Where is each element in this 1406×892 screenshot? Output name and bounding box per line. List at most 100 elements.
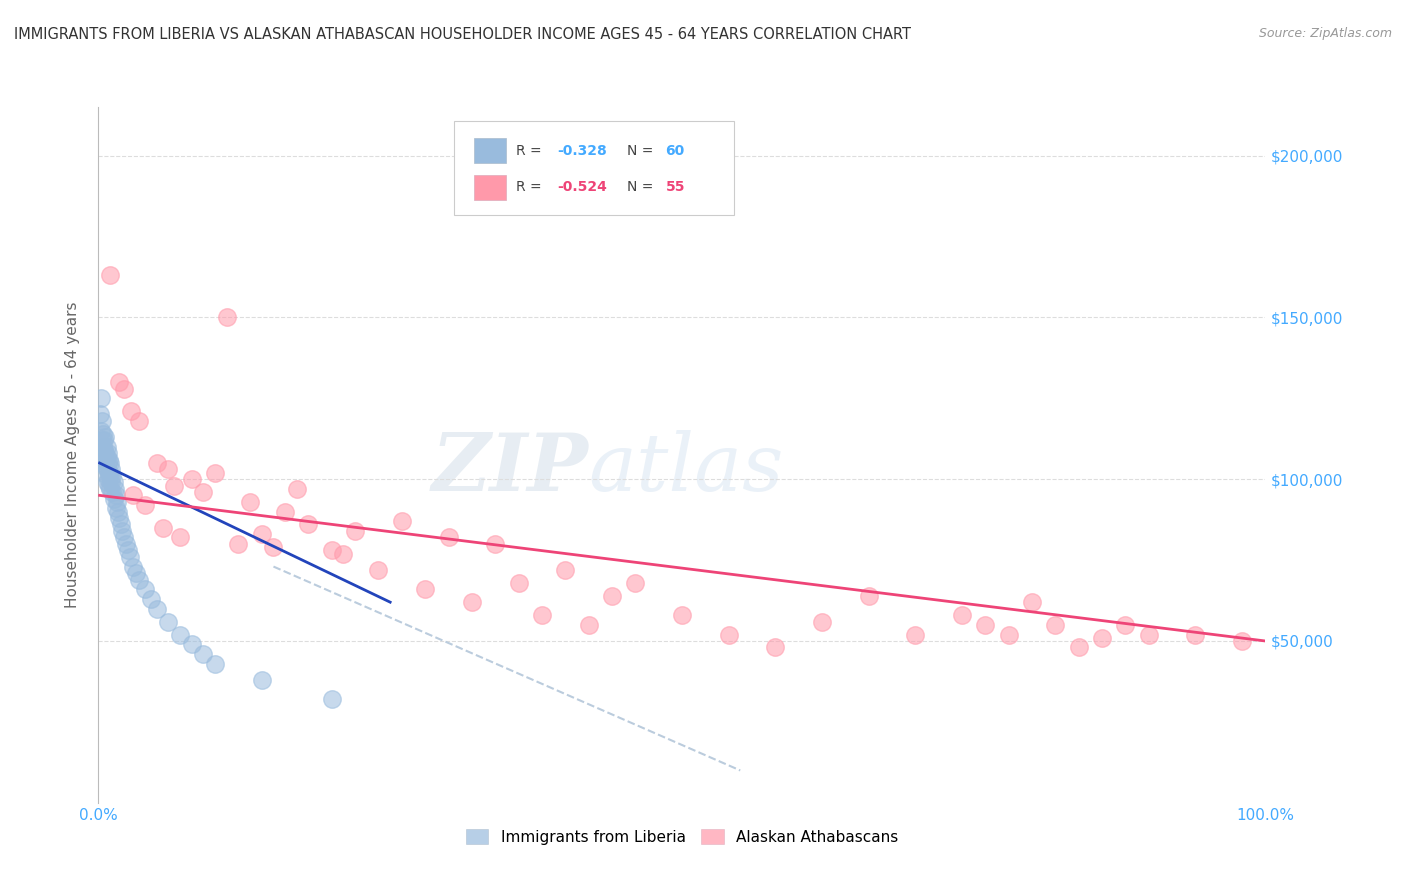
Point	[437, 531, 460, 545]
Point	[1230, 634, 1253, 648]
Point	[146, 456, 169, 470]
Text: Source: ZipAtlas.com: Source: ZipAtlas.com	[1258, 27, 1392, 40]
Point	[250, 527, 273, 541]
Point	[332, 547, 354, 561]
Point	[98, 268, 121, 283]
FancyBboxPatch shape	[454, 121, 734, 215]
Point	[1184, 627, 1206, 641]
Text: R =: R =	[516, 144, 546, 158]
Point	[90, 414, 112, 428]
Point	[117, 543, 139, 558]
Point	[115, 537, 138, 551]
Point	[811, 615, 834, 629]
Point	[91, 426, 114, 441]
Point	[858, 589, 880, 603]
Point	[90, 424, 112, 438]
Text: atlas: atlas	[589, 430, 785, 508]
Point	[108, 511, 131, 525]
Point	[107, 504, 129, 518]
Point	[103, 491, 125, 506]
Point	[997, 627, 1019, 641]
Text: IMMIGRANTS FROM LIBERIA VS ALASKAN ATHABASCAN HOUSEHOLDER INCOME AGES 45 - 64 YE: IMMIGRANTS FROM LIBERIA VS ALASKAN ATHAB…	[14, 27, 911, 42]
Point	[163, 478, 186, 492]
Point	[105, 495, 128, 509]
Text: N =: N =	[627, 180, 658, 194]
Point	[96, 440, 118, 454]
Point	[169, 627, 191, 641]
Text: -0.328: -0.328	[557, 144, 607, 158]
Point	[104, 482, 127, 496]
Point	[193, 485, 215, 500]
Point	[321, 692, 343, 706]
Point	[239, 495, 262, 509]
Point	[91, 440, 114, 454]
Point	[1091, 631, 1114, 645]
Point	[100, 475, 122, 490]
Point	[90, 434, 112, 448]
FancyBboxPatch shape	[474, 137, 506, 163]
Point	[180, 472, 202, 486]
Point	[97, 452, 120, 467]
Point	[108, 375, 131, 389]
Point	[344, 524, 367, 538]
Text: -0.524: -0.524	[557, 180, 607, 194]
Point	[122, 559, 145, 574]
Point	[180, 637, 202, 651]
Point	[93, 466, 115, 480]
Point	[94, 430, 117, 444]
Point	[96, 450, 118, 464]
Point	[103, 475, 125, 490]
Point	[1067, 640, 1090, 655]
Point	[600, 589, 623, 603]
Point	[391, 514, 413, 528]
Point	[157, 615, 180, 629]
Point	[461, 595, 484, 609]
Point	[112, 382, 135, 396]
Text: 55: 55	[665, 180, 685, 194]
Point	[262, 540, 284, 554]
Point	[111, 524, 134, 538]
Point	[110, 517, 132, 532]
Point	[250, 673, 273, 687]
Point	[90, 392, 112, 406]
Point	[94, 446, 117, 460]
Point	[554, 563, 576, 577]
Point	[321, 543, 343, 558]
Point	[134, 582, 156, 597]
Point	[112, 531, 135, 545]
FancyBboxPatch shape	[474, 175, 506, 201]
Point	[93, 434, 115, 448]
Point	[96, 462, 118, 476]
Point	[93, 452, 115, 467]
Point	[100, 462, 122, 476]
Point	[974, 617, 997, 632]
Point	[1021, 595, 1043, 609]
Point	[104, 488, 127, 502]
Point	[125, 566, 148, 580]
Point	[285, 482, 308, 496]
Point	[204, 657, 226, 671]
Point	[139, 591, 162, 606]
Point	[120, 404, 142, 418]
Point	[152, 521, 174, 535]
Point	[90, 446, 112, 460]
Point	[128, 573, 150, 587]
Point	[624, 575, 647, 590]
Point	[134, 498, 156, 512]
Y-axis label: Householder Income Ages 45 - 64 years: Householder Income Ages 45 - 64 years	[65, 301, 80, 608]
Point	[950, 608, 973, 623]
Legend: Immigrants from Liberia, Alaskan Athabascans: Immigrants from Liberia, Alaskan Athabas…	[460, 822, 904, 851]
Text: R =: R =	[516, 180, 546, 194]
Point	[104, 501, 127, 516]
Point	[97, 466, 120, 480]
Point	[717, 627, 740, 641]
Point	[530, 608, 553, 623]
Point	[578, 617, 600, 632]
Point	[98, 482, 121, 496]
Point	[1137, 627, 1160, 641]
Text: 60: 60	[665, 144, 685, 158]
Point	[89, 408, 111, 422]
Point	[93, 443, 115, 458]
Point	[1045, 617, 1067, 632]
Point	[146, 601, 169, 615]
